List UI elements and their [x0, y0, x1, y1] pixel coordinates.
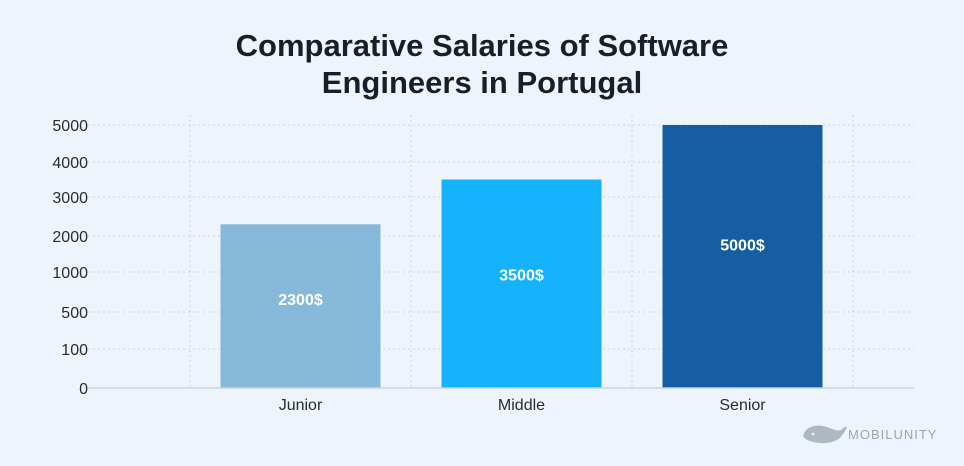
y-tick-label: 3000 [52, 190, 88, 207]
x-axis-ticks: Junior Middle Senior [279, 397, 767, 414]
y-axis-ticks: 0 100 500 1000 2000 3000 4000 5000 [52, 118, 88, 398]
x-tick-label: Middle [498, 397, 545, 414]
chart-title-line-2: Engineers in Portugal [322, 65, 642, 100]
watermark: MOBILUNITY [803, 425, 937, 444]
y-tick-label: 2000 [52, 229, 88, 246]
gridlines [88, 115, 914, 388]
bar-value-label: 3500$ [499, 267, 544, 284]
y-tick-label: 500 [61, 305, 88, 322]
whale-icon [803, 425, 847, 444]
watermark-text: MOBILUNITY [848, 427, 937, 442]
y-tick-label: 1000 [52, 265, 88, 282]
bars [220, 125, 823, 388]
chart-title: Comparative Salaries of Software Enginee… [236, 28, 729, 100]
bar-middle [441, 179, 602, 388]
x-tick-label: Senior [719, 397, 766, 414]
bar-junior [220, 224, 381, 388]
x-tick-label: Junior [279, 397, 323, 414]
bar-value-labels: 2300$ 3500$ 5000$ [278, 237, 765, 309]
bar-senior [662, 125, 823, 388]
y-tick-label: 0 [79, 381, 88, 398]
y-tick-label: 100 [61, 342, 88, 359]
y-tick-label: 5000 [52, 118, 88, 135]
y-tick-label: 4000 [52, 155, 88, 172]
chart-title-line-1: Comparative Salaries of Software [236, 28, 729, 63]
bar-value-label: 2300$ [278, 292, 323, 309]
bar-value-label: 5000$ [720, 237, 765, 254]
